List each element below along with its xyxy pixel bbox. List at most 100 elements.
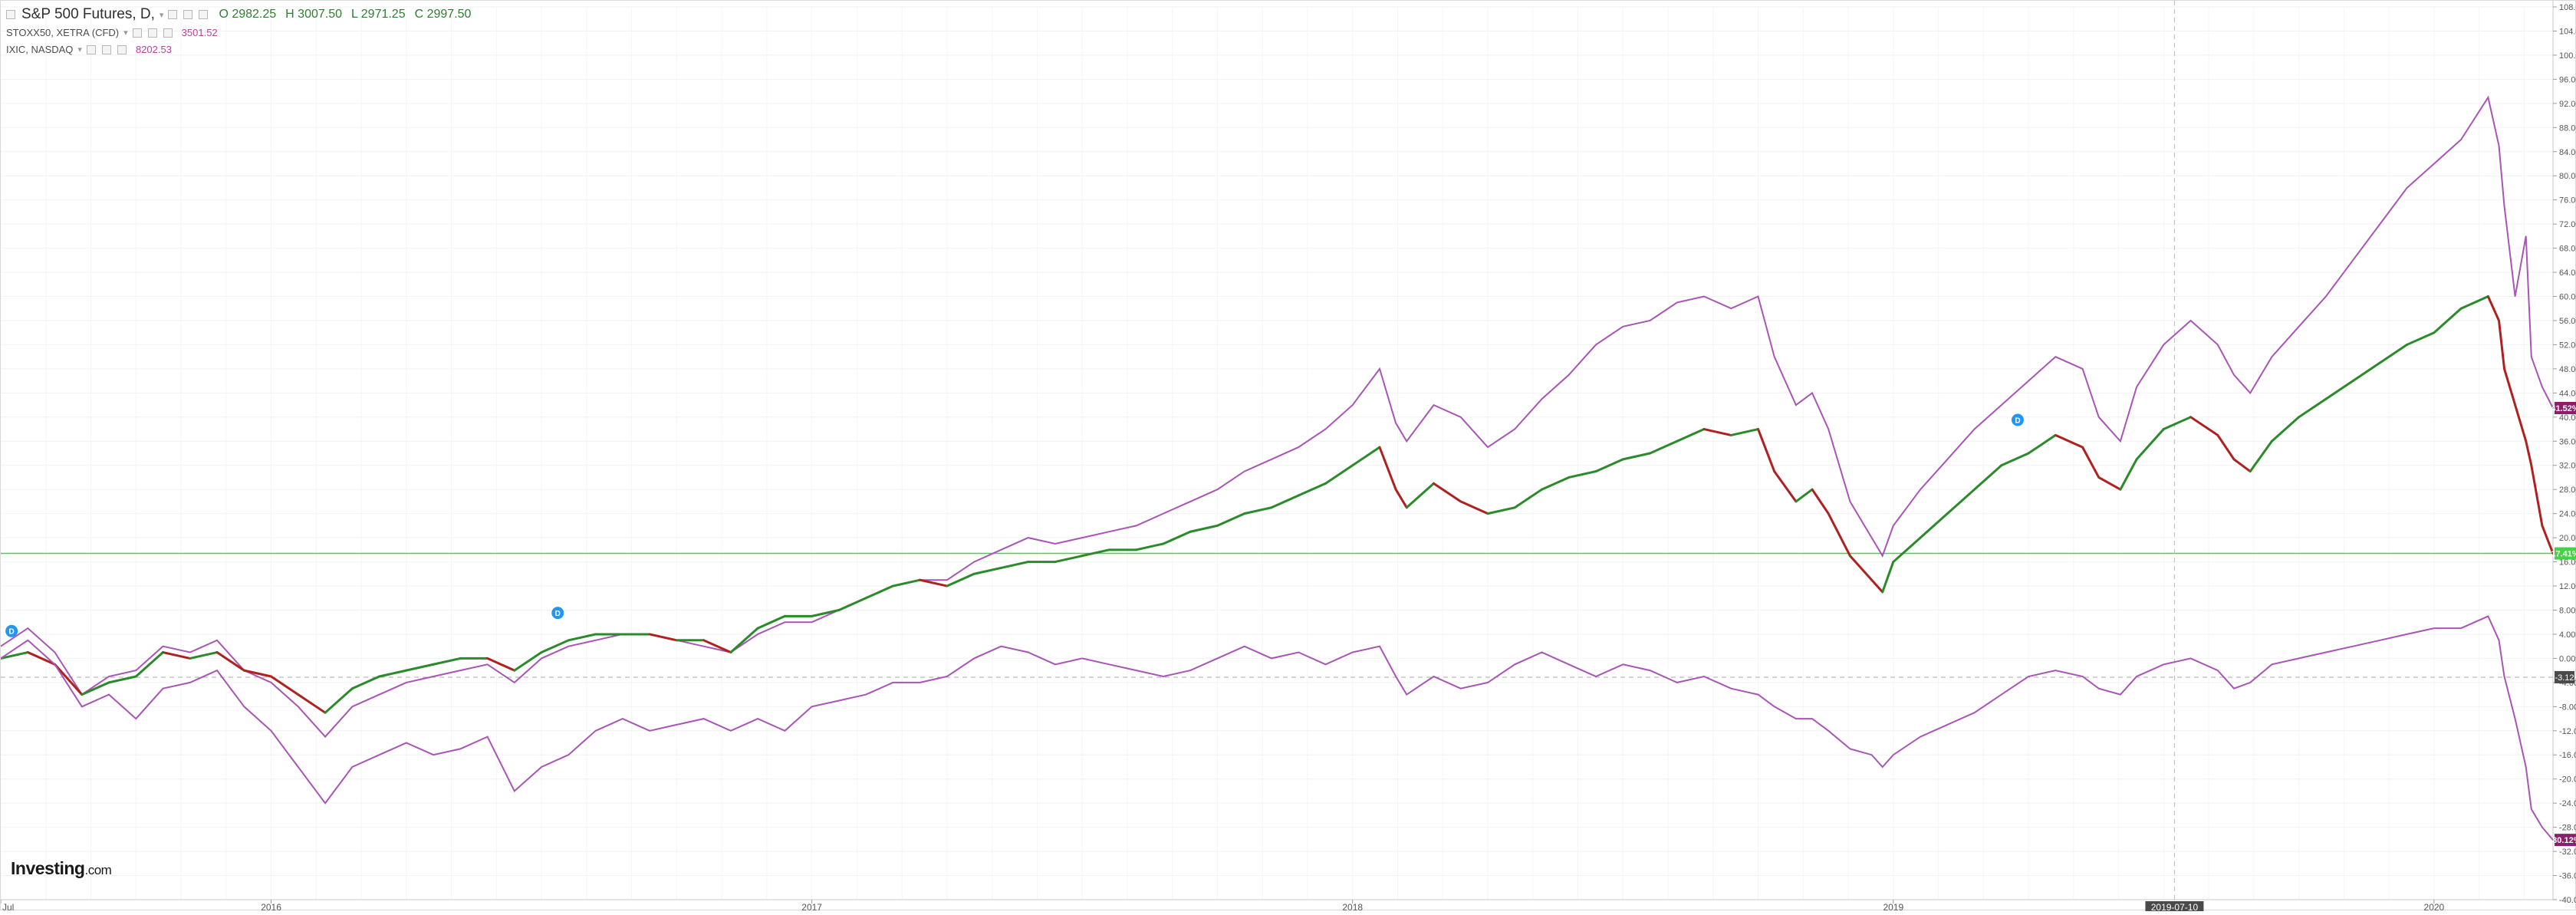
data-point <box>730 651 732 653</box>
collapse-icon[interactable] <box>6 10 15 19</box>
close-icon[interactable] <box>199 10 209 19</box>
series-segment-sp500 <box>1848 555 1874 581</box>
legend-ixic[interactable]: IXIC, NASDAQ ▾ 8202.53 <box>6 44 172 55</box>
data-point <box>1433 404 1435 406</box>
series-segment-sp500 <box>1729 428 1760 436</box>
data-point <box>622 718 623 719</box>
data-point <box>351 706 353 707</box>
data-point <box>2487 615 2489 617</box>
visibility-icon[interactable] <box>132 28 142 38</box>
series-segment-sp500 <box>2027 433 2057 455</box>
data-point <box>1136 549 1137 551</box>
data-point <box>2055 434 2056 436</box>
stoxx-value: 3501.52 <box>181 27 218 38</box>
data-point <box>2552 839 2554 841</box>
chevron-down-icon[interactable]: ▾ <box>77 45 82 54</box>
data-point <box>1081 555 1083 557</box>
series-segment-sp500 <box>1649 439 1679 455</box>
data-point <box>135 670 137 671</box>
settings-icon[interactable] <box>147 28 157 38</box>
series-segment-sp500 <box>54 663 84 696</box>
series-segment-sp500 <box>729 627 759 654</box>
series-segment-sp500 <box>2298 397 2328 419</box>
series-segment-sp500 <box>2081 446 2101 479</box>
data-point <box>2163 344 2164 346</box>
data-point <box>514 790 515 792</box>
close-icon[interactable] <box>117 44 127 54</box>
data-point <box>1795 718 1797 719</box>
series-segment-sp500 <box>2054 433 2084 449</box>
series-segment-sp500 <box>2530 464 2544 527</box>
series-segment-sp500 <box>1919 512 1949 539</box>
data-point <box>973 561 975 563</box>
series-segment-sp500 <box>2324 380 2354 400</box>
series-segment-sp500 <box>1054 555 1084 564</box>
data-point <box>1406 693 1407 696</box>
data-point <box>1054 663 1056 665</box>
data-point <box>2541 827 2543 828</box>
data-point <box>1352 465 1354 466</box>
series-segment-sp500 <box>2541 524 2555 555</box>
data-point <box>973 657 975 660</box>
data-point <box>1946 724 1948 726</box>
y-tick-label: 24.00% <box>2559 510 2576 519</box>
data-point <box>1324 663 1327 665</box>
series-segment-sp500 <box>215 651 245 672</box>
data-point <box>2001 693 2002 696</box>
data-point <box>0 646 2 647</box>
data-point <box>1216 525 1219 526</box>
data-point <box>2298 326 2300 327</box>
series-segment-sp500 <box>702 639 732 654</box>
series-segment-sp500 <box>350 675 381 690</box>
visibility-icon[interactable] <box>168 10 178 19</box>
y-tick-label: -32.00% <box>2559 848 2576 857</box>
data-point <box>189 651 191 653</box>
series-segment-sp500 <box>297 693 327 714</box>
data-point <box>1324 428 1327 430</box>
chevron-down-icon[interactable]: ▾ <box>159 10 164 20</box>
legend-sp500[interactable]: S&P 500 Futures, D, ▾ O 2982.25 H 3007.5… <box>6 6 471 23</box>
data-point <box>2189 416 2192 418</box>
data-point <box>1054 561 1056 563</box>
data-point <box>1244 470 1245 472</box>
data-point <box>2433 332 2435 334</box>
series-segment-sp500 <box>1870 578 1884 594</box>
last-value-bg <box>2555 402 2576 415</box>
data-point <box>54 663 56 665</box>
y-tick-label: 28.00% <box>2559 485 2576 495</box>
data-point <box>2487 295 2489 298</box>
marker-label: D <box>555 610 561 618</box>
y-tick-label: 104.00% <box>2559 27 2576 36</box>
series-segment-sp500 <box>2351 361 2381 383</box>
data-point <box>81 693 83 696</box>
series-segment-sp500 <box>648 633 678 642</box>
series-segment-sp500 <box>1459 500 1489 515</box>
chevron-down-icon[interactable]: ▾ <box>123 28 128 38</box>
data-point <box>1622 326 1624 327</box>
close-icon[interactable] <box>163 28 173 38</box>
series-segment-sp500 <box>1703 428 1732 436</box>
last-value-label: 17.41% <box>2551 550 2576 559</box>
data-point <box>703 718 705 719</box>
data-point <box>2217 344 2219 346</box>
ixic-name: IXIC, NASDAQ <box>6 44 74 55</box>
data-point <box>2352 646 2354 647</box>
last-value-label: 41.52% <box>2551 404 2576 413</box>
series-segment-sp500 <box>0 651 29 660</box>
legend-stoxx[interactable]: STOXX50, XETRA (CFD) ▾ 3501.52 <box>6 27 218 38</box>
settings-icon[interactable] <box>183 10 193 19</box>
series-segment-sp500 <box>2232 458 2252 473</box>
visibility-icon[interactable] <box>86 44 96 54</box>
y-tick-label: 32.00% <box>2559 462 2576 471</box>
data-point <box>0 657 2 660</box>
data-point <box>2433 627 2435 629</box>
data-point <box>1352 404 1354 406</box>
data-point <box>1676 440 1678 442</box>
settings-icon[interactable] <box>101 44 111 54</box>
data-point <box>1406 440 1407 442</box>
data-point <box>2460 139 2462 140</box>
data-point <box>811 706 813 707</box>
y-tick-label: 52.00% <box>2559 341 2576 350</box>
data-point <box>2001 465 2002 466</box>
